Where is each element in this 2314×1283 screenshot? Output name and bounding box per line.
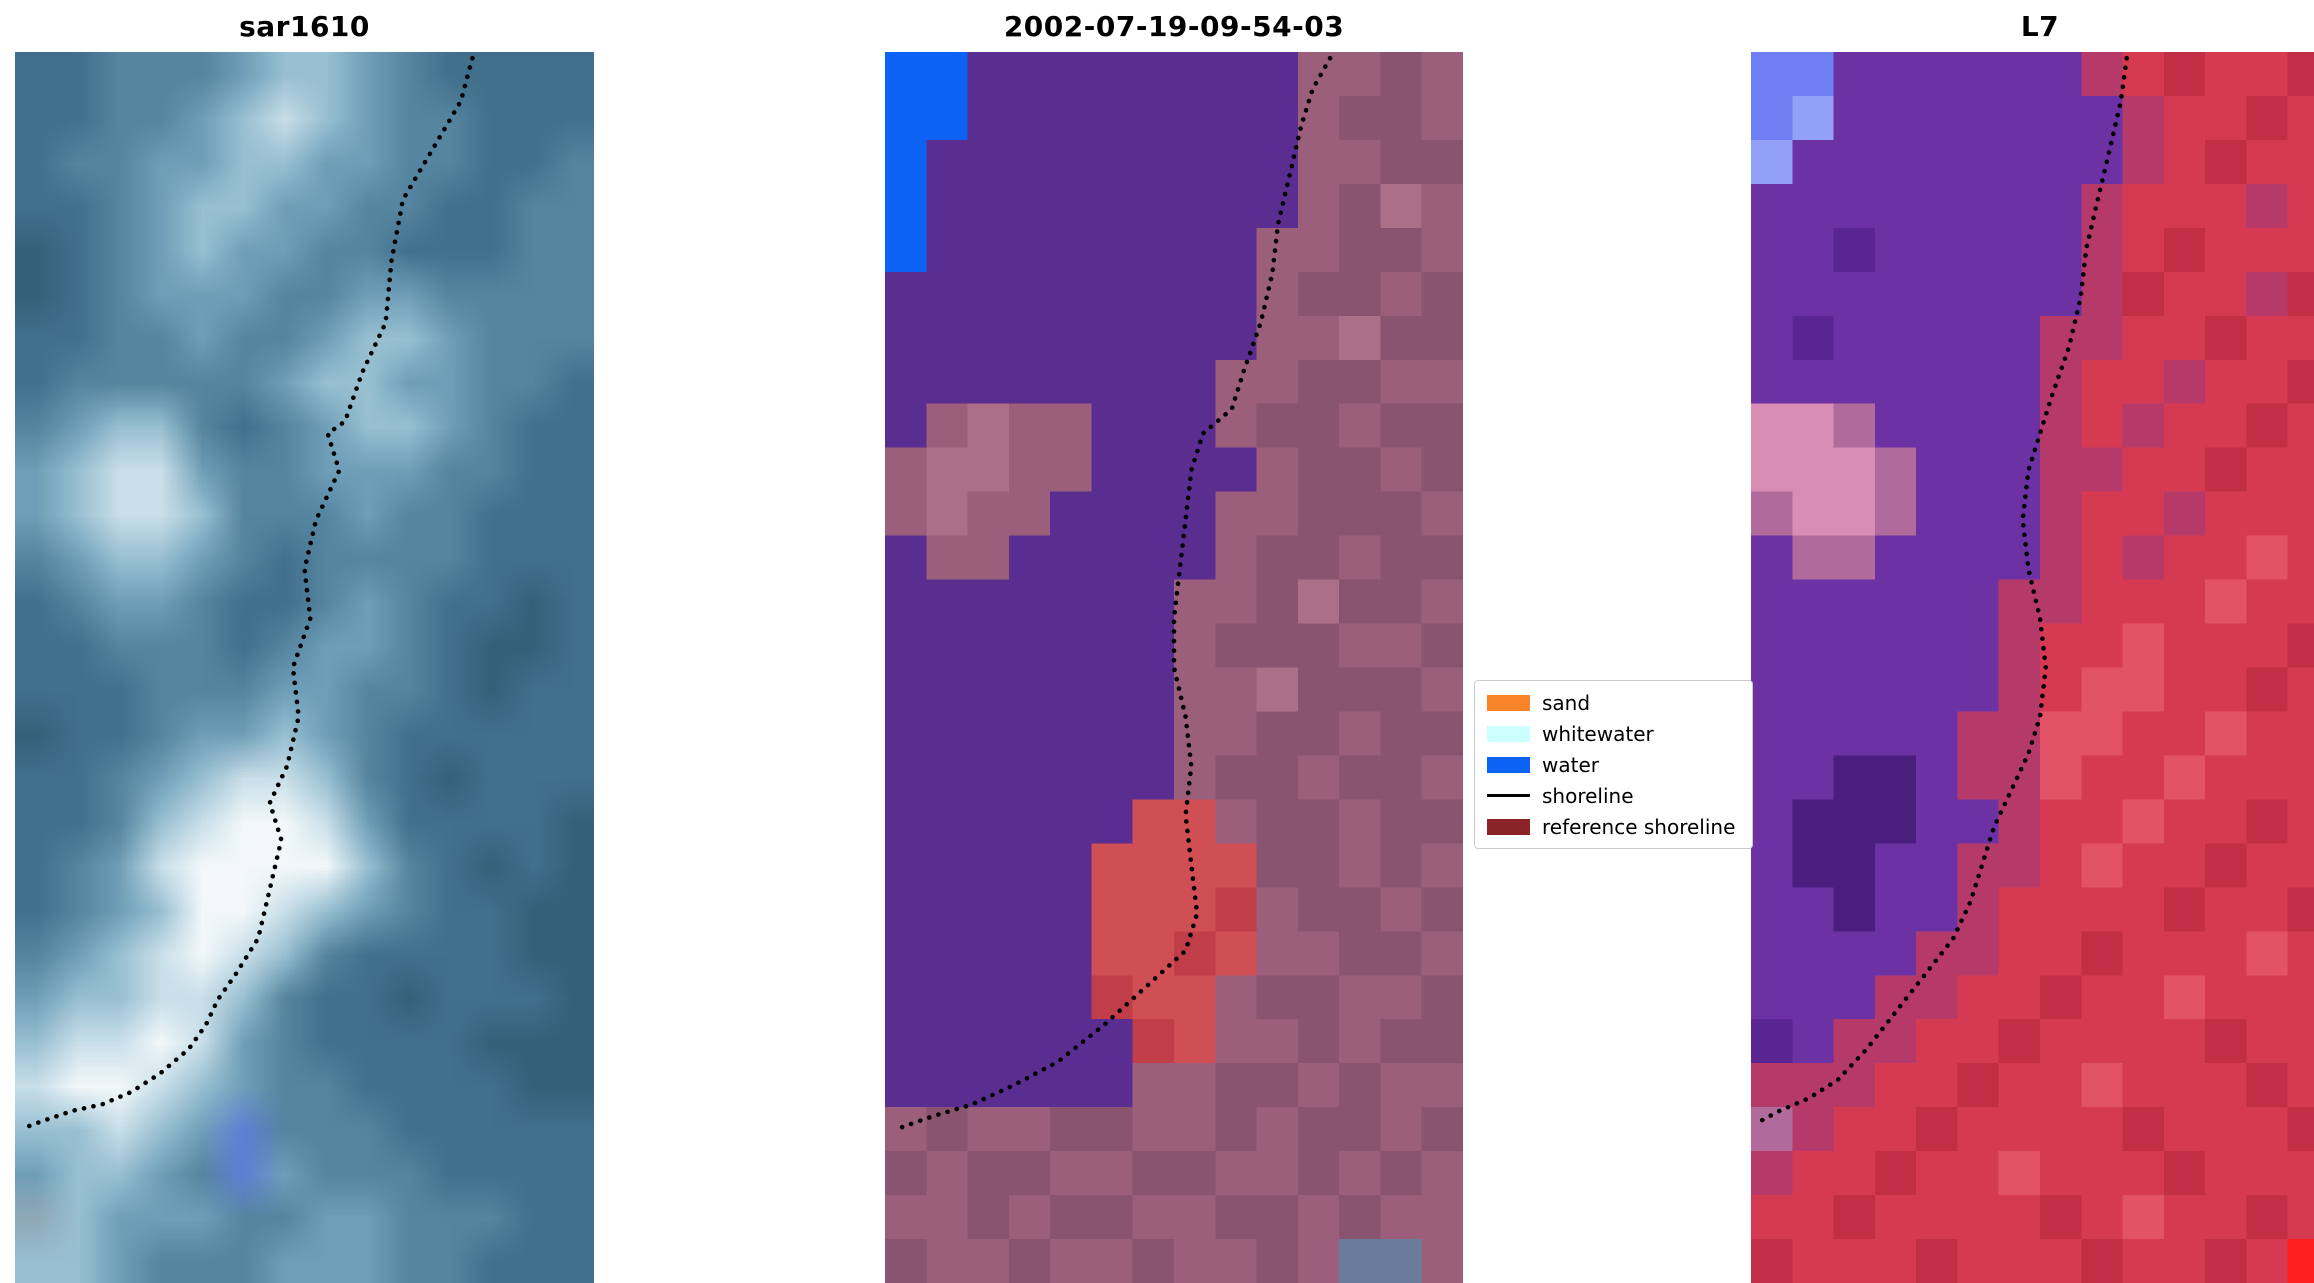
legend: sand whitewater water shoreline reference sh… (1474, 680, 1753, 849)
legend-item-whitewater: whitewater (1487, 721, 1740, 746)
panel-classified (885, 52, 1463, 1283)
panel-title-sar1610: sar1610 (239, 10, 370, 43)
panel-sar1610 (15, 52, 594, 1283)
panel-l7 (1751, 52, 2314, 1283)
sar1610-satellite-image (15, 52, 594, 1283)
classified-image (885, 52, 1463, 1283)
shoreline-swatch (1487, 788, 1530, 804)
legend-label-shoreline: shoreline (1542, 783, 1634, 808)
panel-title-l7: L7 (2020, 10, 2060, 43)
legend-label-whitewater: whitewater (1542, 721, 1654, 746)
legend-label-sand: sand (1542, 690, 1591, 715)
whitewater-swatch (1487, 725, 1530, 742)
sand-swatch (1487, 694, 1530, 711)
legend-item-water: water (1487, 752, 1740, 777)
panel-title-date: 2002-07-19-09-54-03 (1003, 10, 1345, 43)
legend-item-shoreline: shoreline (1487, 783, 1740, 808)
legend-item-sand: sand (1487, 690, 1740, 715)
legend-item-reference-shoreline: reference shoreline (1487, 814, 1740, 839)
water-swatch (1487, 756, 1530, 773)
l7-satellite-image (1751, 52, 2314, 1283)
legend-label-water: water (1542, 752, 1599, 777)
reference-shoreline-swatch (1487, 818, 1530, 835)
legend-label-reference-shoreline: reference shoreline (1542, 814, 1736, 839)
